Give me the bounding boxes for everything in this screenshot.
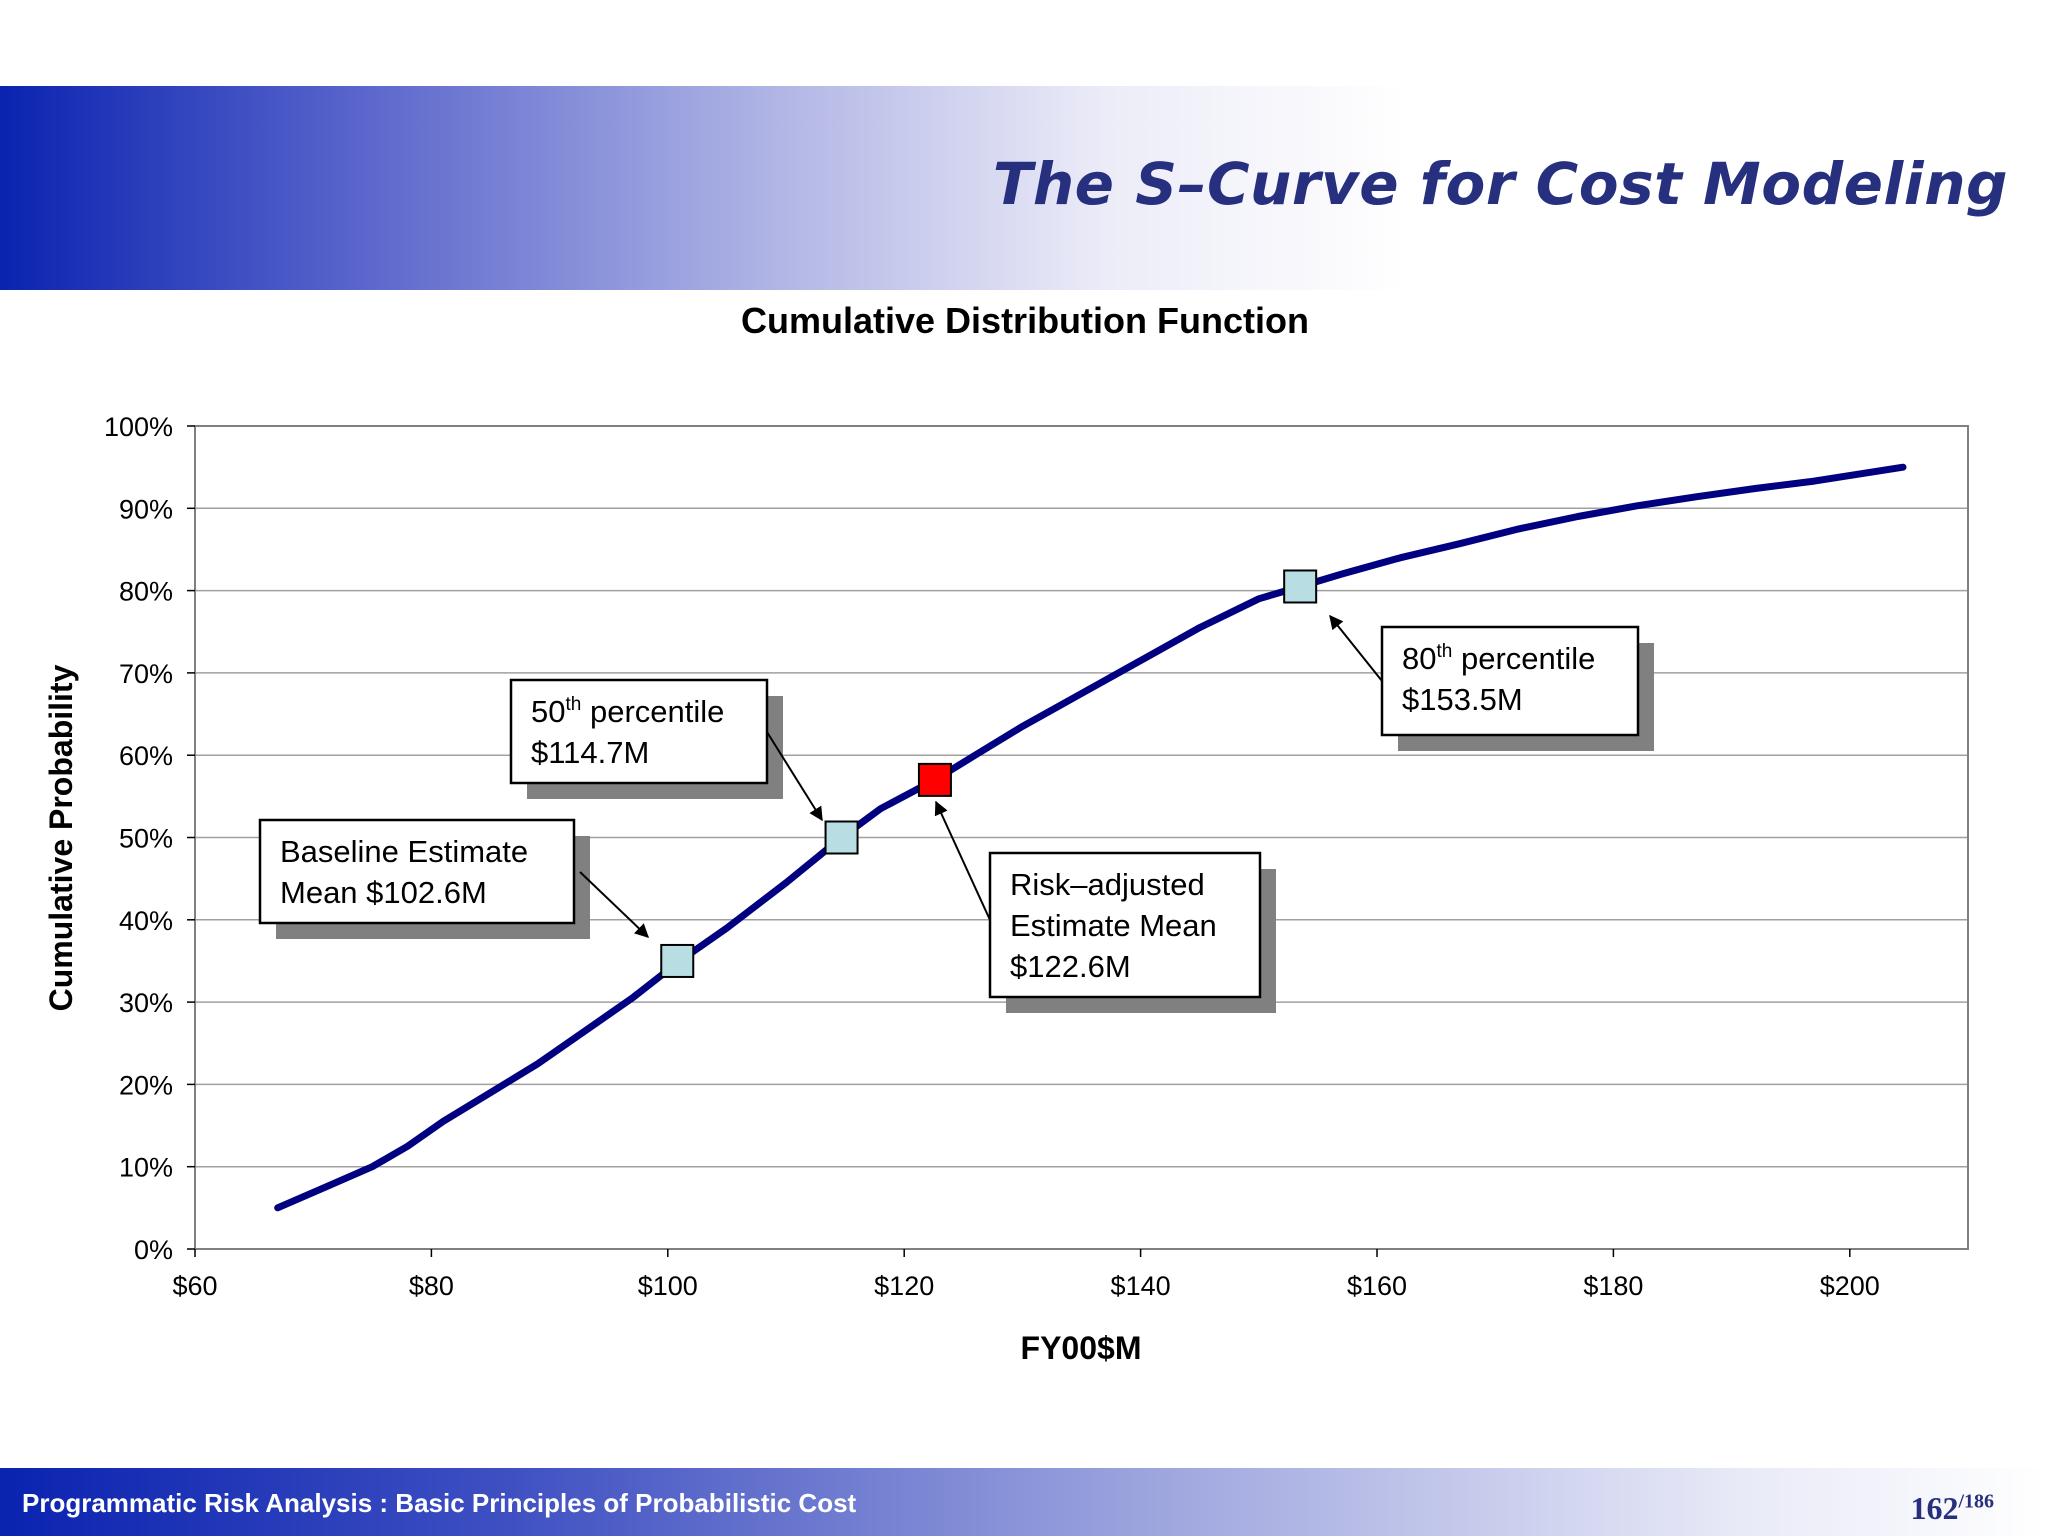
page-total: /186 bbox=[1958, 1490, 1994, 1513]
y-tick-labels: 0% 10% 20% 30% 40% 50% 60% 70% 80% 90% 100% bbox=[104, 412, 195, 1265]
annotation-callout: Risk–adjusted Estimate Mean $122.6M bbox=[934, 800, 1276, 1013]
y-tick-label: 100% bbox=[104, 412, 173, 442]
cdf-curve bbox=[274, 463, 1907, 1212]
y-tick-label: 50% bbox=[119, 824, 173, 854]
slide-title: The S–Curve for Cost Modeling bbox=[992, 150, 2008, 218]
risk-adjusted-marker bbox=[917, 762, 952, 797]
callout-line: Risk–adjusted bbox=[1010, 867, 1205, 902]
x-tick-label: $200 bbox=[1820, 1271, 1880, 1301]
x-tick-label: $120 bbox=[874, 1271, 934, 1301]
curve-markers bbox=[660, 569, 1318, 978]
annotation-callout: 80th percentile $153.5M bbox=[1329, 614, 1654, 751]
footer-band bbox=[0, 1468, 2048, 1536]
callout-line: Estimate Mean bbox=[1010, 908, 1217, 943]
callout-line: $153.5M bbox=[1402, 682, 1523, 717]
callout-box bbox=[509, 678, 769, 785]
annotation-callout: Baseline Estimate Mean $102.6M bbox=[258, 818, 650, 939]
callout-line: $114.7M bbox=[531, 735, 649, 770]
y-axis-label: Cumulative Probability bbox=[43, 664, 79, 1011]
grid-lines bbox=[195, 425, 1968, 1168]
y-tick-label: 70% bbox=[119, 659, 173, 689]
x-axis-label: FY00$M bbox=[1021, 1330, 1142, 1366]
y-tick-label: 30% bbox=[119, 988, 173, 1018]
chart-title: Cumulative Distribution Function bbox=[741, 300, 1309, 341]
y-tick-label: 10% bbox=[119, 1153, 173, 1183]
page-current: 162 bbox=[1910, 1490, 1959, 1526]
header-band bbox=[0, 86, 2010, 290]
y-tick-label: 40% bbox=[119, 906, 173, 936]
annotation-callout: 50th percentile $114.7M bbox=[509, 678, 823, 822]
callout-line: 50th percentile bbox=[531, 694, 724, 729]
y-tick-label: 80% bbox=[119, 577, 173, 607]
x-tick-labels: $60 $80 $100 $120 $140 $160 $180 $200 bbox=[172, 1249, 1880, 1301]
x-tick-label: $160 bbox=[1347, 1271, 1407, 1301]
percentile-marker bbox=[1283, 569, 1318, 604]
x-tick-label: $60 bbox=[172, 1271, 217, 1301]
y-tick-label: 60% bbox=[119, 741, 173, 771]
x-tick-label: $140 bbox=[1111, 1271, 1171, 1301]
callout-line: 80th percentile bbox=[1402, 641, 1595, 676]
page-number: 162/186 bbox=[1910, 1490, 1994, 1527]
percentile-marker bbox=[824, 820, 859, 855]
annotations: Baseline Estimate Mean $102.6M 50th percen… bbox=[258, 614, 1654, 1013]
y-tick-label: 0% bbox=[134, 1235, 173, 1265]
x-tick-label: $100 bbox=[638, 1271, 698, 1301]
callout-arrow bbox=[579, 871, 650, 938]
callout-arrow bbox=[934, 800, 991, 921]
y-tick-label: 90% bbox=[119, 494, 173, 524]
callout-box bbox=[258, 818, 576, 925]
callout-arrow bbox=[1329, 614, 1383, 682]
x-tick-label: $80 bbox=[409, 1271, 454, 1301]
callout-line: Mean $102.6M bbox=[280, 875, 487, 910]
callout-line: $122.6M bbox=[1010, 949, 1131, 984]
y-tick-label: 20% bbox=[119, 1070, 173, 1100]
percentile-marker bbox=[660, 943, 695, 978]
callout-arrow bbox=[766, 731, 823, 822]
cdf-chart: Cumulative Distribution Function 0% 10% 20… bbox=[43, 300, 1969, 1366]
callout-box bbox=[988, 851, 1262, 999]
callout-box bbox=[1380, 625, 1640, 737]
footer-title: Programmatic Risk Analysis : Basic Princ… bbox=[22, 1488, 857, 1518]
x-tick-label: $180 bbox=[1583, 1271, 1643, 1301]
callout-line: Baseline Estimate bbox=[280, 834, 528, 869]
